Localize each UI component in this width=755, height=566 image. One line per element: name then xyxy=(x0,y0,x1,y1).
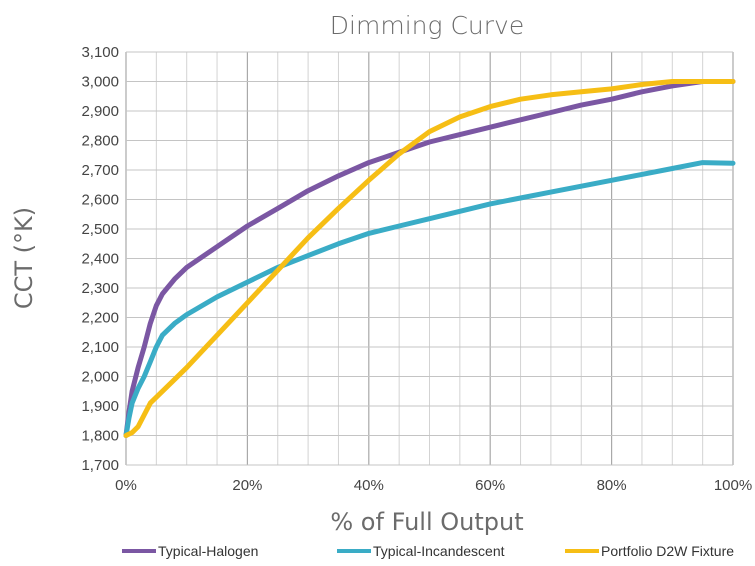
y-tick-label: 2,000 xyxy=(81,369,119,386)
legend: Typical-Halogen Typical-Incandescent Portf… xyxy=(122,543,734,559)
series-lines xyxy=(123,79,736,438)
y-axis-title: CCT (°K) xyxy=(10,207,38,309)
y-tick-label: 2,200 xyxy=(81,310,119,327)
chart-title: Dimming Curve xyxy=(330,11,524,40)
x-axis-ticks: 0% 20% 40% 60% 80% 100% xyxy=(115,477,752,494)
x-tick-label: 40% xyxy=(354,477,384,494)
grid xyxy=(125,51,734,466)
y-axis-ticks: 1,700 1,800 1,900 2,000 2,100 2,200 2,300 2,400… xyxy=(81,44,119,474)
x-tick-label: 60% xyxy=(475,477,505,494)
x-tick-label: 20% xyxy=(232,477,262,494)
x-tick-label: 100% xyxy=(714,477,752,494)
y-tick-label: 3,100 xyxy=(81,44,119,61)
y-tick-label: 1,800 xyxy=(81,428,119,445)
x-tick-label: 0% xyxy=(115,477,137,494)
y-tick-label: 2,500 xyxy=(81,221,119,238)
legend-label: Typical-Incandescent xyxy=(373,543,505,559)
y-tick-label: 2,400 xyxy=(81,251,119,268)
y-tick-label: 2,100 xyxy=(81,339,119,356)
y-tick-label: 2,700 xyxy=(81,162,119,179)
y-tick-label: 2,800 xyxy=(81,133,119,150)
series-line-typical-halogen xyxy=(123,79,736,438)
series-line-typical-incandescent xyxy=(123,160,736,438)
x-tick-label: 80% xyxy=(597,477,627,494)
legend-label: Portfolio D2W Fixture xyxy=(601,543,734,559)
y-tick-label: 2,300 xyxy=(81,280,119,297)
series-line-portfolio-d2w-fixture xyxy=(123,79,736,438)
y-tick-label: 1,700 xyxy=(81,457,119,474)
y-tick-label: 1,900 xyxy=(81,398,119,415)
y-tick-label: 3,000 xyxy=(81,74,119,91)
x-axis-title: % of Full Output xyxy=(330,508,523,536)
y-tick-label: 2,900 xyxy=(81,103,119,120)
legend-label: Typical-Halogen xyxy=(158,543,258,559)
y-tick-label: 2,600 xyxy=(81,192,119,209)
